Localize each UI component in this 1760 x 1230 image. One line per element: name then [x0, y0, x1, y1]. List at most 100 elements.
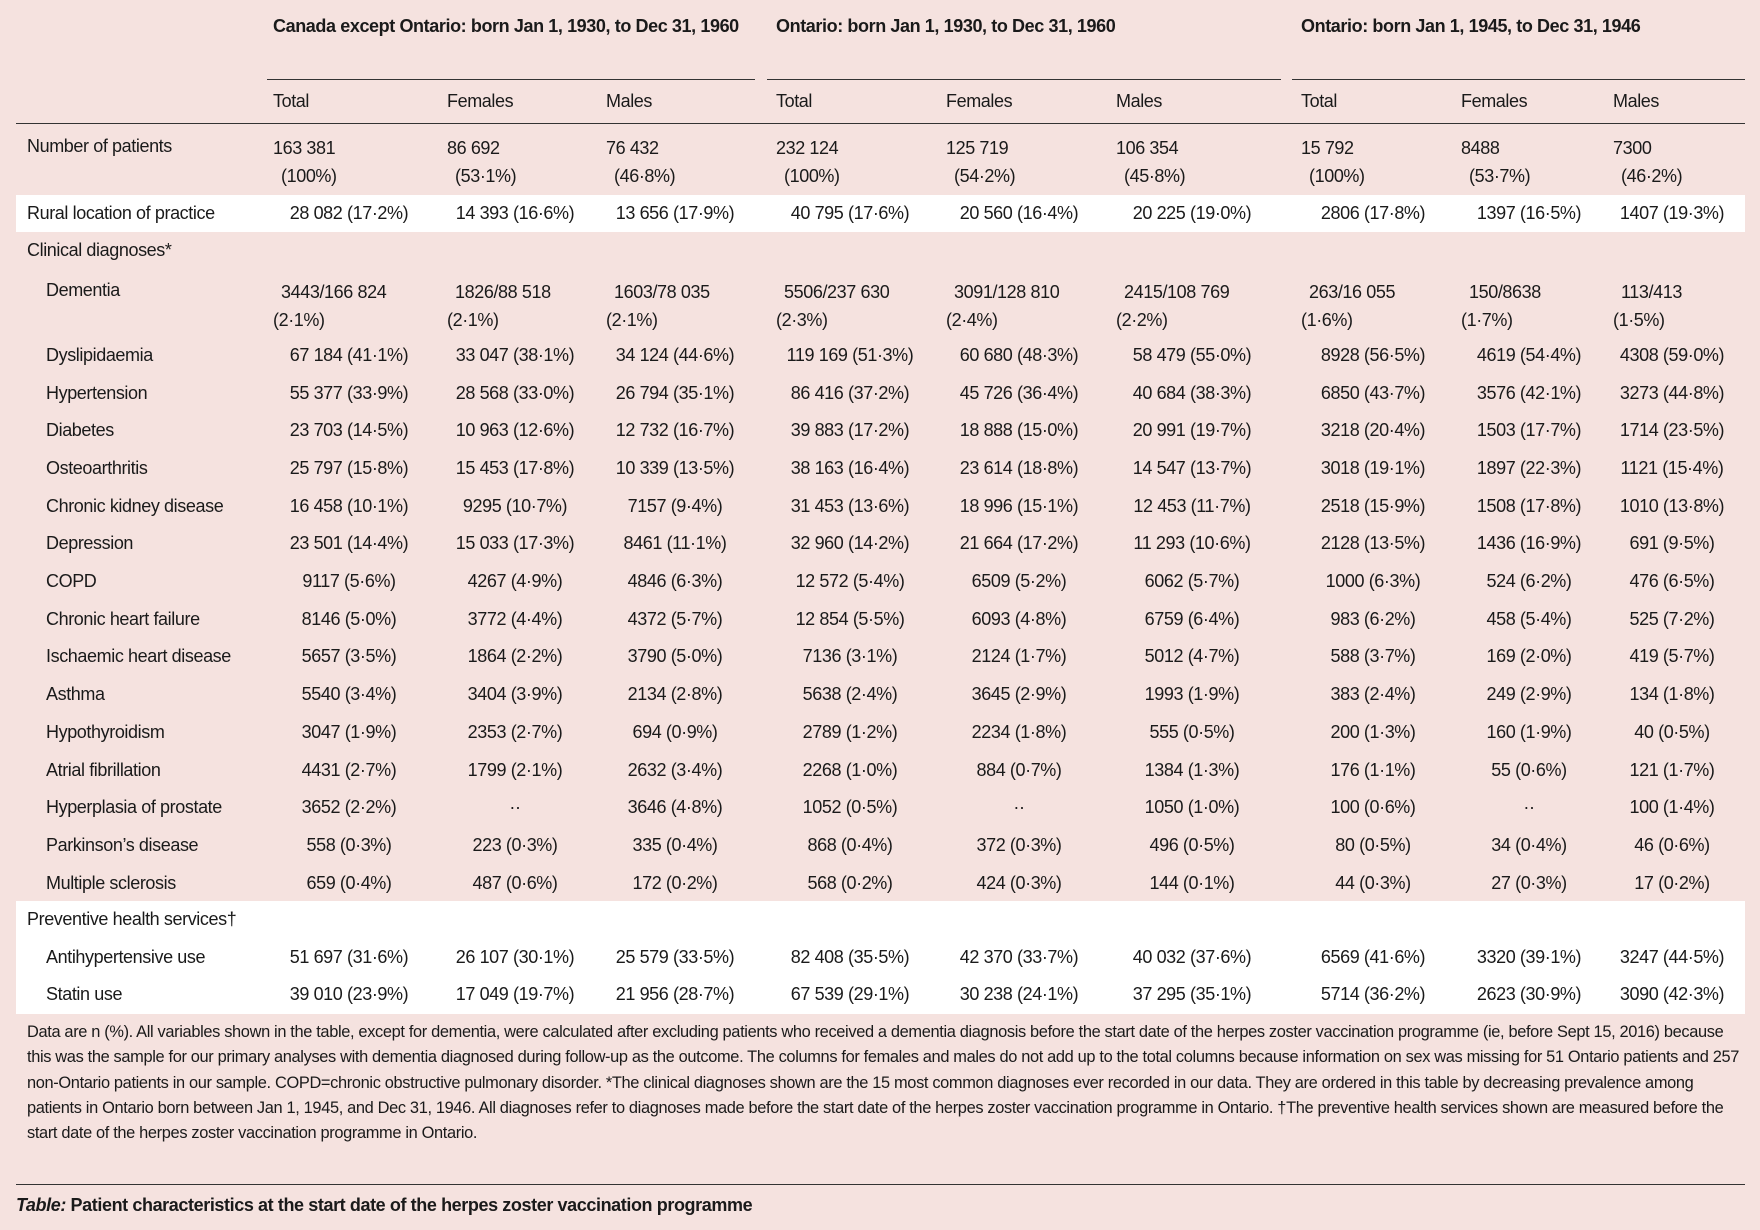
table-cell: ·· — [1013, 797, 1025, 818]
table-cell-percent: (53·7%) — [1469, 166, 1531, 186]
table-cell-count: 2415/108 769 — [1124, 282, 1230, 302]
row-label: Depression — [46, 533, 134, 554]
table-cell: 1897 (22·3%) — [1476, 457, 1582, 478]
table-cell: 2353 (2·7%) — [467, 721, 563, 742]
row-diagnosis: Multiple sclerosis 659 (0·4%) 487 (0·6%) 17… — [16, 865, 1745, 903]
table-cell: 34 124 (44·6%) — [615, 344, 735, 365]
table-cell: 18 996 (15·1%) — [959, 495, 1079, 516]
table-cell: 121 (1·7%) — [1629, 759, 1715, 780]
table-cell: 4308 (59·0%) — [1619, 344, 1725, 365]
table-cell: 80 (0·5%) — [1335, 834, 1411, 855]
table-cell: 372 (0·3%) — [976, 834, 1062, 855]
row-diagnosis: Parkinson’s disease 558 (0·3%) 223 (0·3%) 3… — [16, 827, 1745, 865]
row-label: Osteoarthritis — [46, 457, 148, 478]
table-cell-count: 86 692 — [447, 138, 500, 158]
row-rural-location: Rural location of practice 28 082 (17·2%)… — [16, 195, 1745, 232]
table-cell-percent: (2·1%) — [273, 310, 325, 330]
header-rule — [16, 123, 1745, 124]
table-cell: 4846 (6·3%) — [627, 571, 723, 592]
table-cell: 25 579 (33·5%) — [615, 946, 735, 967]
table-cell: 100 (1·4%) — [1629, 797, 1715, 818]
table-cell: 21 664 (17·2%) — [959, 533, 1079, 554]
table-cell-count: 232 124 — [776, 138, 839, 158]
table-cell: 2623 (30·9%) — [1476, 984, 1582, 1005]
table-cell: 476 (6·5%) — [1629, 571, 1715, 592]
row-label: Ischaemic heart disease — [46, 646, 231, 667]
table-cell-percent: (2·4%) — [946, 310, 998, 330]
table-cell: 558 (0·3%) — [306, 834, 392, 855]
table-cell: 568 (0·2%) — [807, 872, 893, 893]
table-cell: 524 (6·2%) — [1486, 571, 1572, 592]
table-cell-percent: (1·6%) — [1301, 310, 1353, 330]
table-cell: 335 (0·4%) — [632, 834, 718, 855]
table-cell: 1121 (15·4%) — [1620, 457, 1724, 478]
table-cell: 884 (0·7%) — [976, 759, 1062, 780]
table-cell: 34 (0·4%) — [1491, 834, 1567, 855]
column-header: Total — [1301, 91, 1338, 111]
table-cell: 46 (0·6%) — [1634, 834, 1710, 855]
table-cell: 8146 (5·0%) — [301, 608, 397, 629]
row-label: Dyslipidaemia — [46, 344, 153, 365]
table-cell: 419 (5·7%) — [1629, 646, 1715, 667]
table-cell: 6759 (6·4%) — [1144, 608, 1240, 629]
table-cell: 60 680 (48·3%) — [959, 344, 1079, 365]
table-cell: 1993 (1·9%) — [1144, 684, 1240, 705]
row-label: Hypertension — [46, 382, 148, 403]
table-cell-count: 150/8638 — [1469, 282, 1541, 302]
table-cell: 38 163 (16·4%) — [790, 457, 910, 478]
group-header-canada: Canada except Ontario: born Jan 1, 1930,… — [273, 16, 739, 36]
table-cell: 39 010 (23·9%) — [289, 984, 409, 1005]
table-cell: 5540 (3·4%) — [301, 684, 397, 705]
table-cell: 12 732 (16·7%) — [615, 420, 735, 441]
table-cell: 691 (9·5%) — [1629, 533, 1715, 554]
group-rule — [767, 79, 1281, 80]
table-cell: 32 960 (14·2%) — [790, 533, 910, 554]
row-label: Rural location of practice — [27, 202, 215, 223]
table-cell: 11 293 (10·6%) — [1133, 533, 1251, 554]
table-cell: 2268 (1·0%) — [802, 759, 898, 780]
table-cell: 3645 (2·9%) — [971, 684, 1067, 705]
table-cell: 16 458 (10·1%) — [289, 495, 409, 516]
table-cell-count: 163 381 — [273, 138, 336, 158]
table-cell: 1397 (16·5%) — [1476, 202, 1582, 223]
table-cell: 223 (0·3%) — [472, 834, 558, 855]
group-header-ontario-1945-1946: Ontario: born Jan 1, 1945, to Dec 31, 19… — [1301, 16, 1641, 36]
table-cell: 9117 (5·6%) — [302, 571, 396, 592]
table-cell-percent: (2·1%) — [606, 310, 658, 330]
table-cell: 15 453 (17·8%) — [455, 457, 575, 478]
row-number-of-patients: Number of patients 163 381 (100%) 86 692 (53… — [16, 124, 1745, 195]
row-label: Number of patients — [27, 136, 172, 156]
table-cell-count: 3091/128 810 — [954, 282, 1060, 302]
group-rule — [267, 79, 755, 80]
table-cell: 3772 (4·4%) — [467, 608, 563, 629]
column-header: Males — [1613, 91, 1660, 111]
table-cell: 5638 (2·4%) — [802, 684, 898, 705]
table-cell: 249 (2·9%) — [1486, 684, 1572, 705]
table-cell-percent: (46·2%) — [1621, 166, 1683, 186]
table-cell: 20 225 (19·0%) — [1132, 202, 1252, 223]
table-cell: 42 370 (33·7%) — [959, 946, 1079, 967]
table-cell: 9295 (10·7%) — [462, 495, 568, 516]
table-cell: 694 (0·9%) — [632, 721, 718, 742]
caption-text: Patient characteristics at the start dat… — [65, 1195, 753, 1215]
table-cell: 21 956 (28·7%) — [615, 984, 735, 1005]
table-cell: 6850 (43·7%) — [1320, 382, 1426, 403]
row-preventive: Statin use 39 010 (23·9%) 17 049 (19·7%) 21… — [16, 976, 1745, 1014]
table-cell: ·· — [509, 797, 521, 818]
table-cell: 3218 (20·4%) — [1320, 420, 1426, 441]
table-cell: 3646 (4·8%) — [627, 797, 723, 818]
table-cell: 169 (2·0%) — [1486, 646, 1572, 667]
row-label: Asthma — [46, 684, 105, 705]
section-label: Preventive health services† — [27, 909, 237, 929]
table-cell: 458 (5·4%) — [1486, 608, 1572, 629]
table-cell-count: 76 432 — [606, 138, 659, 158]
table-cell-count: 8488 — [1461, 138, 1500, 158]
table-cell-count: 1826/88 518 — [455, 282, 551, 302]
table-cell: 40 795 (17·6%) — [790, 202, 910, 223]
row-diagnosis: Hypothyroidism 3047 (1·9%) 2353 (2·7%) 694 … — [16, 714, 1745, 752]
row-label: Diabetes — [46, 420, 114, 441]
table-cell: 6569 (41·6%) — [1320, 946, 1426, 967]
table-cell: 45 726 (36·4%) — [959, 382, 1079, 403]
row-diagnosis: Asthma 5540 (3·4%) 3404 (3·9%) 2134 (2·8%) 5… — [16, 676, 1745, 714]
table-cell: 588 (3·7%) — [1330, 646, 1416, 667]
